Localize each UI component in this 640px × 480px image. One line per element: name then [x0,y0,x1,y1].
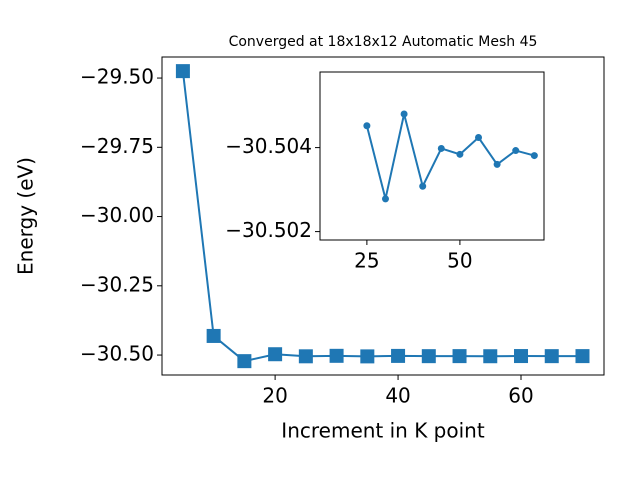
x-tick-label: 50 [447,249,472,273]
data-point [237,354,252,369]
data-point [437,144,445,152]
y-tick-label: −30.502 [225,218,312,242]
data-point [530,152,538,160]
x-tick-label: 60 [508,384,533,408]
chart-title: Converged at 18x18x12 Automatic Mesh 45 [229,34,538,50]
x-tick-label: 25 [354,249,379,273]
data-point [493,160,501,168]
data-point [329,348,344,363]
axes-frame [319,71,545,241]
y-tick-label: −30.504 [225,134,312,158]
data-point [360,349,375,364]
data-point [456,150,464,158]
data-point [421,349,436,364]
data-point [391,348,406,363]
y-tick-label: −29.50 [80,65,154,89]
y-tick-label: −29.75 [80,134,154,158]
data-point [483,349,498,364]
plot-area [175,64,590,369]
data-point [512,147,520,155]
data-point [544,349,559,364]
plot-area [363,110,538,203]
y-tick-label: −30.25 [80,272,154,296]
data-point [175,64,190,79]
data-point [452,349,467,364]
y-tick-label: −30.00 [80,203,154,227]
data-point [381,195,389,203]
data-point [400,110,408,118]
data-point [363,122,371,130]
series-line [365,113,535,200]
data-point [514,349,529,364]
data-point [419,182,427,190]
data-point [475,134,483,142]
data-point [575,349,590,364]
y-axis-label: Energy (eV) [14,157,38,275]
x-tick-label: 20 [262,384,287,408]
data-point [298,349,313,364]
x-axis-label: Increment in K point [281,419,485,443]
y-tick-label: −30.50 [80,342,154,366]
x-tick-label: 40 [385,384,410,408]
data-point [206,328,221,343]
data-point [268,347,283,362]
